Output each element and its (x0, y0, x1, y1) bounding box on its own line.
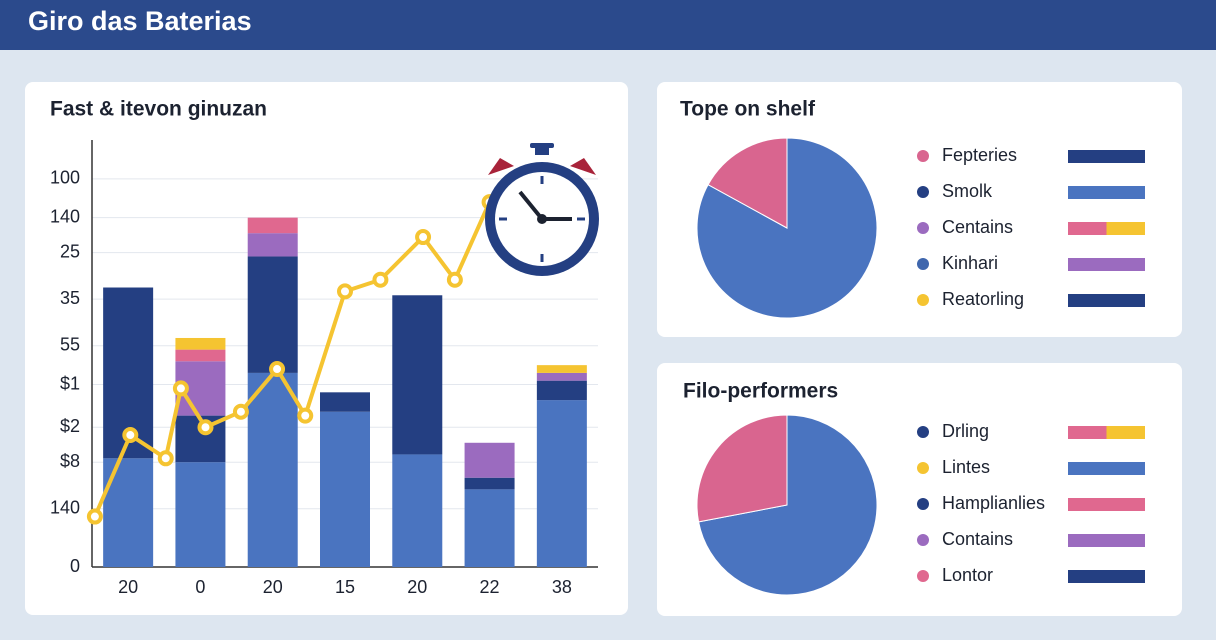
bar-segment (464, 489, 515, 567)
line-point (446, 271, 463, 288)
x-tick-label: 22 (480, 577, 500, 597)
legend-dot (917, 534, 929, 546)
y-tick-label: 100 (50, 168, 80, 188)
legend-label: Lontor (942, 565, 993, 585)
bar-segment (320, 411, 370, 567)
bar-segment (175, 462, 226, 567)
legend-swatch (1068, 534, 1145, 547)
line-point (172, 380, 189, 397)
x-tick-label: 20 (118, 577, 138, 597)
legend-dot (917, 462, 929, 474)
line-point (297, 407, 314, 424)
y-tick-label: $1 (60, 373, 80, 393)
y-tick-label: 25 (60, 241, 80, 261)
legend-label: Drling (942, 421, 989, 441)
bar-segment (536, 380, 587, 401)
legend-label: Reatorling (942, 289, 1024, 309)
y-tick-label: 140 (50, 498, 80, 518)
legend-label: Centains (942, 217, 1013, 237)
line-point (372, 271, 389, 288)
y-tick-label: 55 (60, 334, 80, 354)
pie-slice (698, 414, 878, 596)
legend-label: Smolk (942, 181, 993, 201)
line-point (122, 427, 139, 444)
bar-segment (320, 392, 370, 412)
bar-segment (464, 442, 515, 478)
legend-label: Fepteries (942, 145, 1017, 165)
legend-dot (917, 258, 929, 270)
bar-segment (536, 400, 587, 567)
legend-swatch (1068, 222, 1107, 235)
line-point (337, 283, 353, 300)
legend-swatch (1068, 570, 1145, 583)
bar-segment (536, 372, 587, 381)
line-point (157, 450, 174, 467)
legend-swatch (1106, 222, 1145, 235)
legend-swatch (1068, 498, 1145, 511)
legend-swatch (1068, 258, 1145, 271)
legend-swatch (1106, 426, 1145, 439)
line-point (415, 229, 432, 246)
y-tick-label: 35 (60, 288, 80, 308)
y-tick-label: $8 (60, 451, 80, 471)
legend-dot (917, 294, 929, 306)
pie-slice (707, 137, 788, 229)
legend-dot (917, 570, 929, 582)
legend-label: Kinhari (942, 253, 998, 273)
bar-segment (536, 365, 587, 373)
header-title: Giro das Baterias (28, 6, 252, 36)
line-point (269, 361, 286, 378)
plot: 0 140 $8 $2 $1 55 35 25 140 100 20 0 20 15 20 22 38 Fepte… (50, 137, 1145, 597)
x-tick-label: 38 (552, 577, 572, 597)
bar-segment (103, 458, 154, 567)
legend-swatch (1068, 294, 1145, 307)
legend-swatch (1068, 462, 1145, 475)
x-tick-label: 15 (335, 577, 355, 597)
bar-segment (392, 454, 443, 567)
legend-dot (917, 186, 929, 198)
header-bar (0, 0, 1216, 50)
x-tick-label: 20 (263, 577, 283, 597)
legend-swatch (1068, 186, 1145, 199)
legend-dot (917, 222, 929, 234)
legend-dot (917, 426, 929, 438)
bar-segment (247, 256, 298, 373)
line-point (86, 508, 103, 525)
line-point (197, 419, 214, 436)
legend-swatch (1068, 150, 1145, 163)
bar-segment (464, 477, 515, 490)
legend-label: Lintes (942, 457, 990, 477)
bar-segment (247, 233, 298, 257)
legend-swatch (1068, 426, 1107, 439)
clock-icon (485, 143, 599, 276)
bar-segment (175, 349, 226, 362)
legend-dot (917, 498, 929, 510)
bar-segment (175, 337, 226, 350)
y-tick-label: 0 (70, 556, 80, 576)
legend-dot (917, 150, 929, 162)
chart-title: Filo-performers (683, 380, 838, 403)
x-tick-label: 20 (407, 577, 427, 597)
legend-label: Hamplianlies (942, 493, 1045, 513)
y-tick-label: $2 (60, 416, 80, 436)
bar-segment (247, 217, 298, 234)
legend-label: Contains (942, 529, 1013, 549)
pie-slice (696, 414, 788, 523)
bar-segment (247, 372, 298, 567)
chart-title: Fast & itevon ɡinuzan (50, 98, 267, 121)
x-tick-label: 0 (195, 577, 205, 597)
y-tick-label: 140 (50, 206, 80, 226)
line-point (232, 403, 249, 420)
chart-title: Tope on shelf (680, 98, 816, 121)
bar-segment (392, 295, 443, 455)
